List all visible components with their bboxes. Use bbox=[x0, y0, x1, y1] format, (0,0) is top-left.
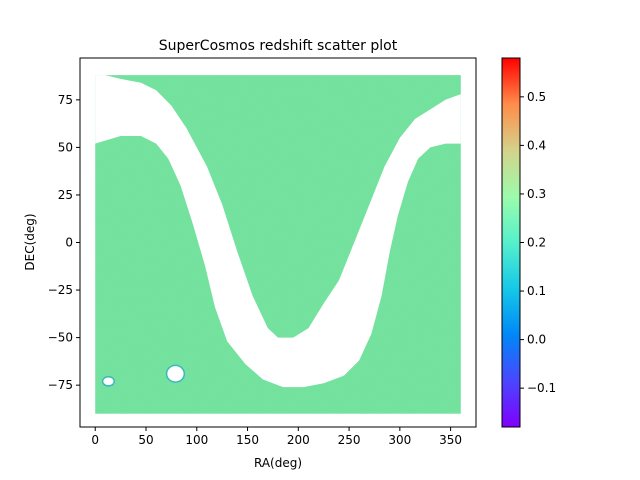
colorbar-tick-label: 0.5 bbox=[527, 90, 546, 104]
x-tick-label: 0 bbox=[91, 433, 99, 447]
y-tick-label: −75 bbox=[48, 378, 73, 392]
hole-1 bbox=[103, 377, 114, 386]
y-tick-label: 25 bbox=[58, 188, 73, 202]
colorbar-gradient bbox=[501, 57, 521, 428]
colorbar-tick-label: 0.3 bbox=[527, 187, 546, 201]
x-tick-label: 100 bbox=[185, 433, 208, 447]
galactic-plane-band bbox=[95, 75, 461, 388]
y-tick-label: 0 bbox=[65, 236, 73, 250]
x-tick-label: 300 bbox=[388, 433, 411, 447]
galactic-plane-mask bbox=[95, 75, 461, 388]
y-tick-label: −25 bbox=[48, 283, 73, 297]
x-axis-ticks: 0 50 100 150 200 250 300 350 bbox=[91, 427, 462, 447]
colorbar-tick-label: 0.1 bbox=[527, 284, 546, 298]
colorbar-tick-label: −0.1 bbox=[527, 381, 556, 395]
scatter-points-layer bbox=[95, 75, 461, 414]
colorbar-ticks: −0.1 0.0 0.1 0.2 0.3 0.4 0.5 bbox=[520, 90, 556, 395]
y-axis-ticks: −75 −50 −25 0 25 50 75 bbox=[48, 93, 80, 392]
y-axis-label: DEC(deg) bbox=[23, 213, 37, 270]
scatter-axes: 0 50 100 150 200 250 300 350 −75 −50 −25 0 25 50 75 S… bbox=[23, 38, 477, 470]
colorbar-tick-label: 0.4 bbox=[527, 138, 546, 152]
x-tick-label: 250 bbox=[338, 433, 361, 447]
colorbar-tick-label: 0.0 bbox=[527, 333, 546, 347]
y-tick-label: 75 bbox=[58, 93, 73, 107]
x-tick-label: 150 bbox=[236, 433, 259, 447]
colorbar-tick-label: 0.2 bbox=[527, 236, 546, 250]
y-tick-label: 50 bbox=[58, 140, 73, 154]
x-axis-label: RA(deg) bbox=[254, 456, 302, 470]
hole-0 bbox=[167, 366, 184, 382]
colorbar: −0.1 0.0 0.1 0.2 0.3 0.4 0.5 bbox=[501, 57, 556, 428]
x-tick-label: 50 bbox=[138, 433, 153, 447]
x-tick-label: 350 bbox=[439, 433, 462, 447]
x-tick-label: 200 bbox=[287, 433, 310, 447]
chart-title: SuperCosmos redshift scatter plot bbox=[159, 38, 398, 54]
masked-holes bbox=[101, 364, 186, 387]
y-tick-label: −50 bbox=[48, 331, 73, 345]
